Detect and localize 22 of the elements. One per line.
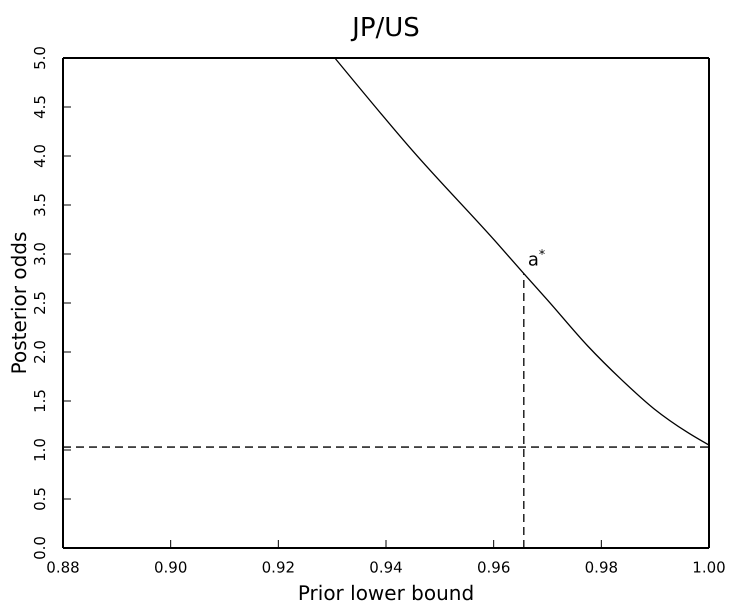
x-axis-title: Prior lower bound: [298, 581, 474, 605]
y-tick-label: 0.0: [31, 536, 50, 560]
y-tick-label: 2.5: [31, 291, 50, 315]
y-tick-label: 0.5: [31, 487, 50, 511]
x-tick-label: 0.88: [46, 558, 80, 577]
chart-title: JP/US: [350, 13, 420, 43]
y-tick-label: 5.0: [31, 46, 50, 70]
y-tick-label: 1.0: [31, 438, 50, 462]
y-tick-label: 2.0: [31, 340, 50, 364]
x-tick-label: 0.92: [262, 558, 296, 577]
y-tick-label: 3.5: [31, 193, 50, 217]
annotation: a$^{*}$: [528, 246, 546, 271]
x-tick-label: 0.90: [154, 558, 188, 577]
y-tick-label: 4.0: [31, 144, 50, 168]
y-tick-label: 4.5: [31, 95, 50, 119]
x-tick-label: 0.94: [369, 558, 403, 577]
x-tick-label: 1.00: [692, 558, 726, 577]
x-tick-label: 0.96: [476, 558, 510, 577]
x-tick-label: 0.98: [584, 558, 618, 577]
y-axis-title: Posterior odds: [7, 232, 31, 374]
y-tick-label: 3.0: [31, 242, 50, 266]
y-tick-label: 1.5: [31, 389, 50, 413]
